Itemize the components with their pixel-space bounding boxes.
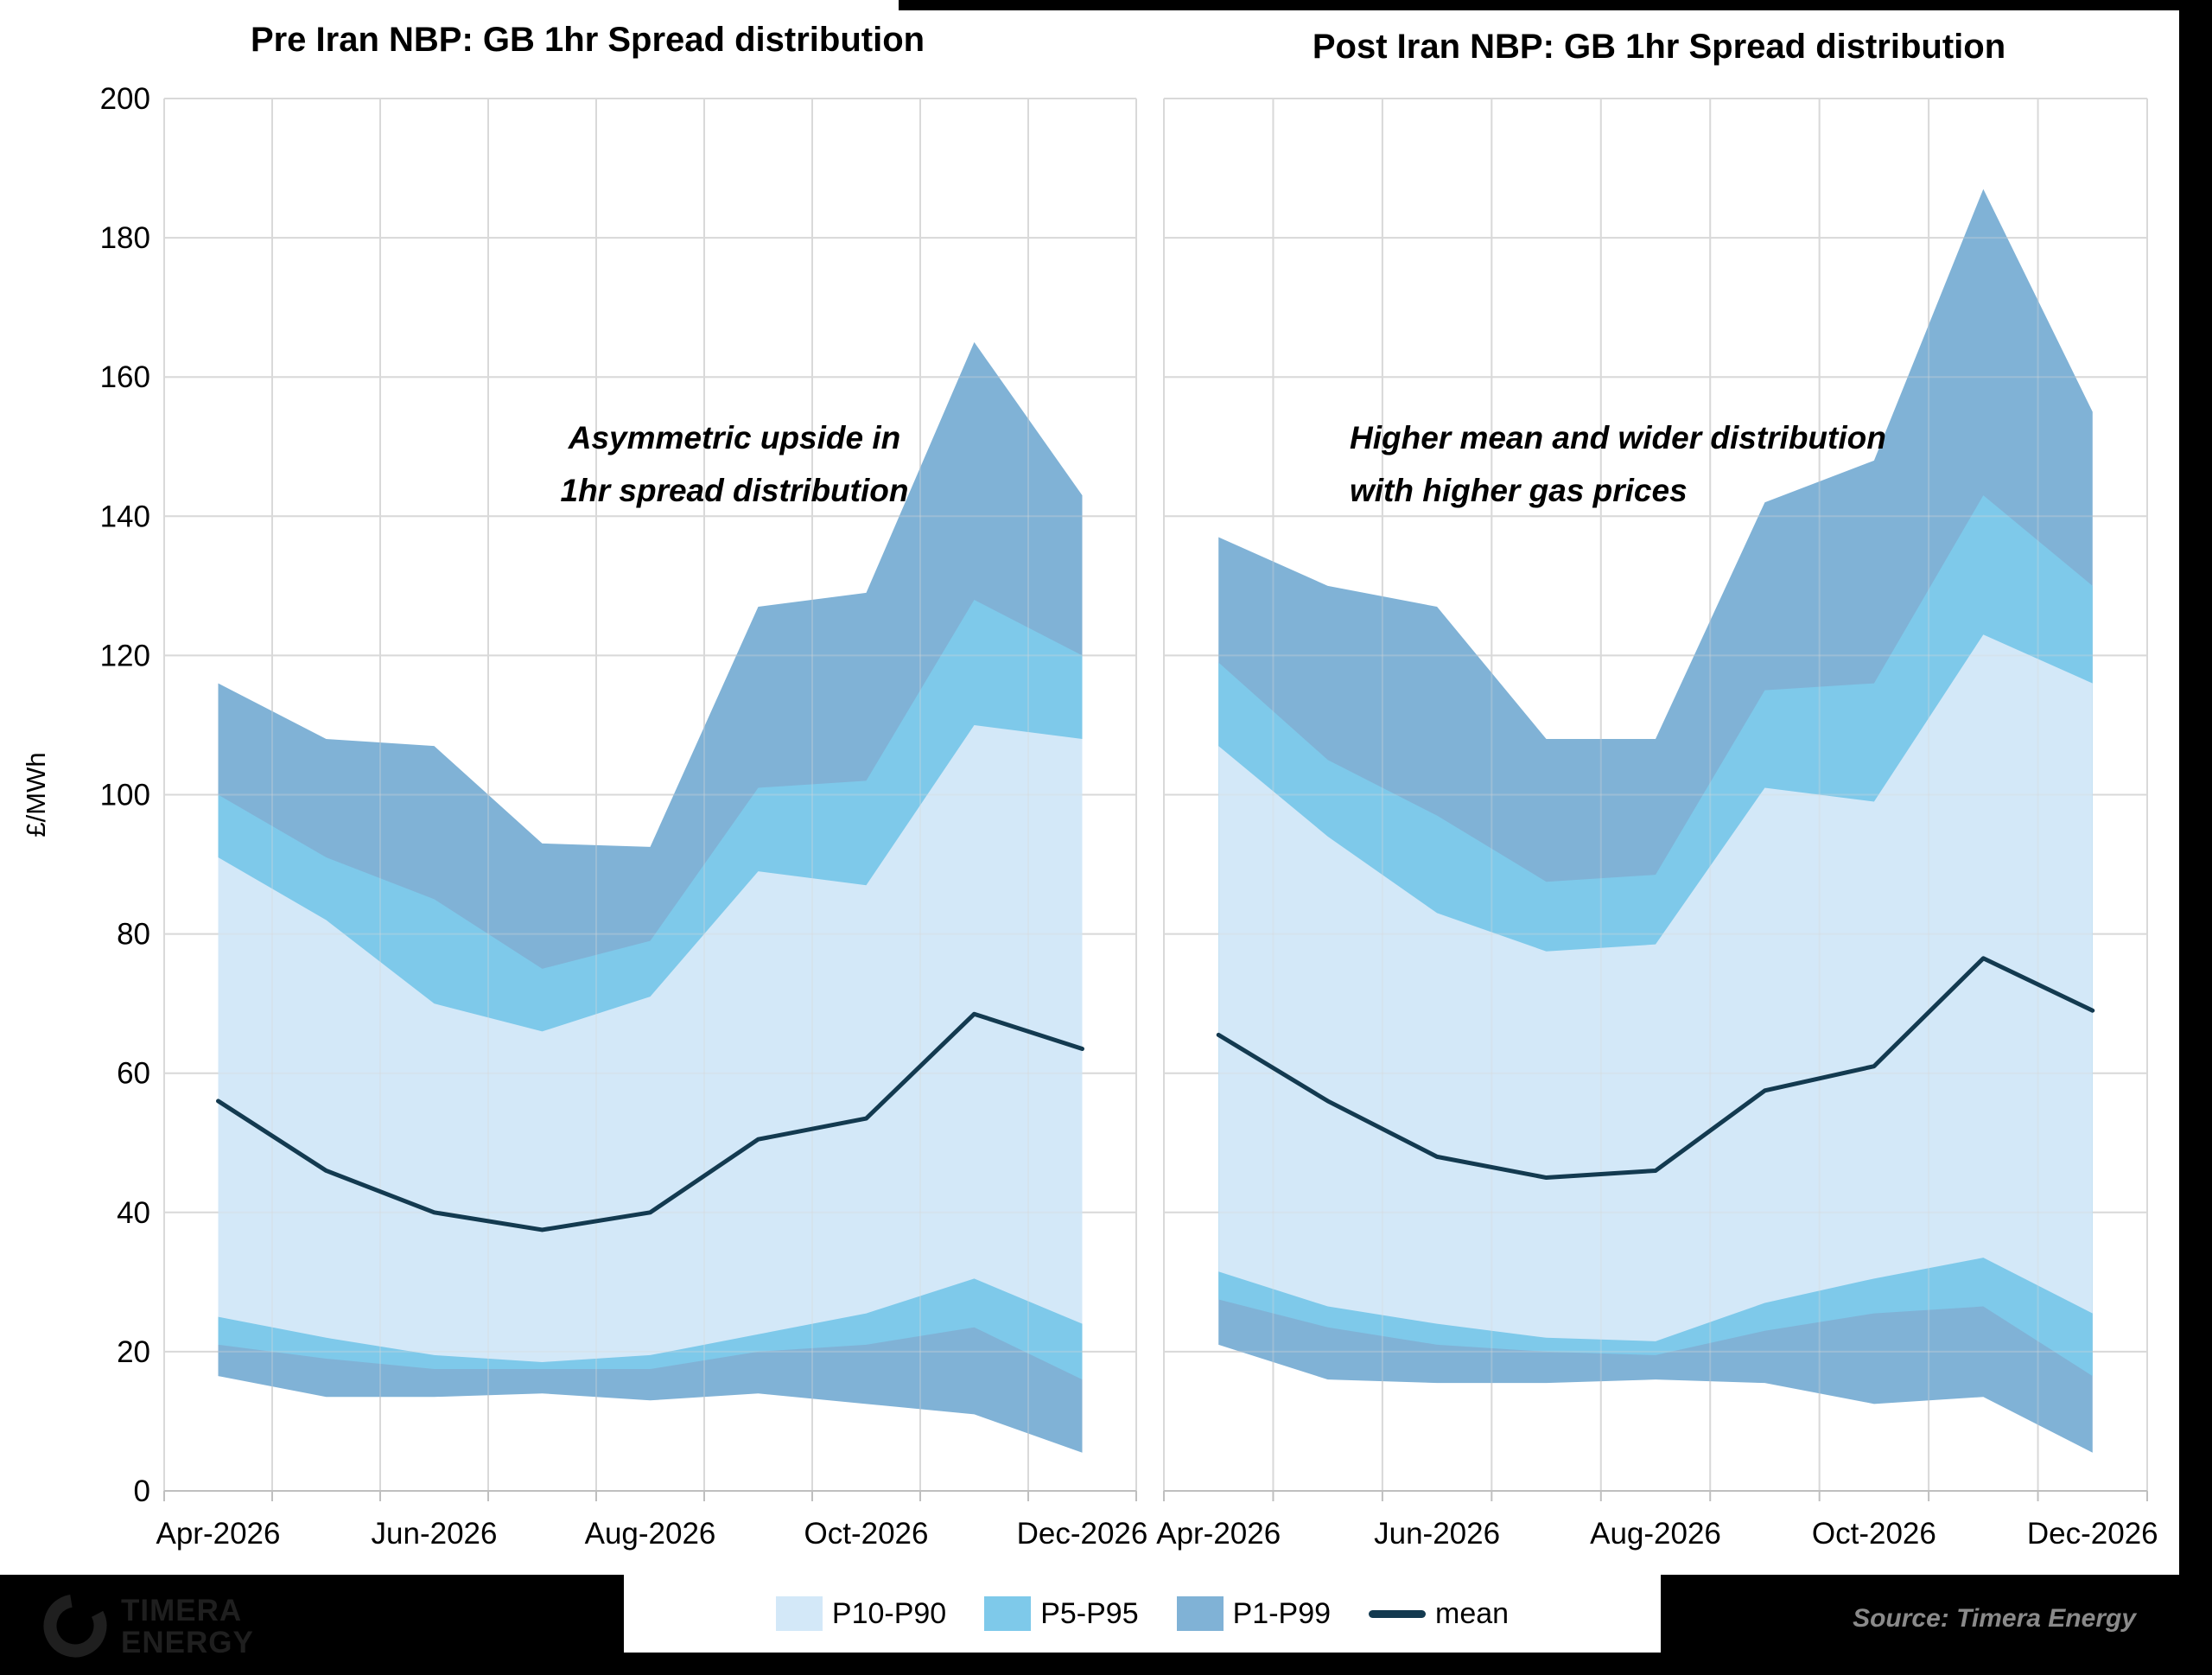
legend-item-p1-p99: P1-P99 [1176, 1596, 1332, 1631]
top-black-bar [899, 0, 2212, 10]
timera-logo-text: TIMERA ENERGY [121, 1595, 254, 1659]
y-tick-label: 140 [100, 500, 150, 533]
annotation-line: Higher mean and wider distribution [1350, 420, 1886, 455]
timera-logo: TIMERA ENERGY [40, 1585, 254, 1667]
y-tick-label: 60 [117, 1057, 150, 1091]
x-tick-label: Dec-2026 [2027, 1517, 2158, 1551]
y-tick-label: 40 [117, 1196, 150, 1230]
legend-swatch-p5-p95 [984, 1596, 1032, 1631]
annotation-line: 1hr spread distribution [560, 473, 909, 508]
legend: P10-P90 P5-P95 P1-P99 mean [624, 1575, 1661, 1653]
y-tick-label: 160 [100, 360, 150, 394]
logo-line-1: TIMERA [121, 1593, 243, 1627]
pre-chart-annotation: Asymmetric upside in 1hr spread distribu… [510, 411, 959, 517]
pre-chart-title: Pre Iran NBP: GB 1hr Spread distribution [250, 21, 925, 59]
y-tick-label: 200 [100, 82, 150, 116]
legend-label: P10-P90 [831, 1596, 947, 1630]
logo-line-2: ENERGY [121, 1625, 254, 1659]
mean-line [1216, 956, 2095, 1181]
band-P10-P90 [1218, 634, 2093, 1341]
right-black-bar [2179, 0, 2212, 1675]
y-tick-label: 100 [100, 779, 150, 812]
x-tick-label: Jun-2026 [372, 1517, 498, 1551]
mean-line [216, 1011, 1084, 1232]
post-chart-title: Post Iran NBP: GB 1hr Spread distributio… [1312, 28, 2006, 66]
legend-item-mean: mean [1369, 1597, 1509, 1631]
legend-label: P5-P95 [1040, 1596, 1139, 1630]
footer-bar: TIMERA ENERGY P10-P90 P5-P95 P1-P99 mean [0, 1575, 2212, 1675]
annotation-line: with higher gas prices [1350, 473, 1688, 508]
x-tick-label: Apr-2026 [156, 1517, 281, 1551]
legend-label: mean [1435, 1596, 1510, 1630]
legend-item-p5-p95: P5-P95 [984, 1596, 1139, 1631]
x-tick-label: Jun-2026 [1374, 1517, 1500, 1551]
legend-swatch-mean [1369, 1609, 1427, 1618]
legend-label: P1-P99 [1232, 1596, 1332, 1630]
y-tick-label: 20 [117, 1335, 150, 1369]
y-tick-label: 180 [100, 221, 150, 255]
x-tick-label: Aug-2026 [1590, 1517, 1721, 1551]
y-tick-label: 80 [117, 918, 150, 952]
post-chart-annotation: Higher mean and wider distribution with … [1350, 411, 1886, 517]
legend-swatch-p10-p90 [775, 1596, 823, 1631]
x-tick-label: Oct-2026 [1812, 1517, 1936, 1551]
source-note: Source: Timera Energy [1853, 1604, 2136, 1633]
y-tick-label: 120 [100, 639, 150, 672]
x-tick-label: Dec-2026 [1017, 1517, 1148, 1551]
x-tick-label: Aug-2026 [585, 1517, 716, 1551]
y-axis-title: £/MWh [21, 752, 51, 837]
legend-swatch-p1-p99 [1176, 1596, 1224, 1631]
x-tick-label: Oct-2026 [804, 1517, 929, 1551]
y-tick-label: 0 [134, 1474, 150, 1508]
x-tick-label: Apr-2026 [1156, 1517, 1281, 1551]
annotation-line: Asymmetric upside in [568, 420, 901, 455]
band-P10-P90 [218, 724, 1083, 1362]
timera-logo-icon [40, 1585, 111, 1667]
legend-item-p10-p90: P10-P90 [775, 1596, 947, 1631]
